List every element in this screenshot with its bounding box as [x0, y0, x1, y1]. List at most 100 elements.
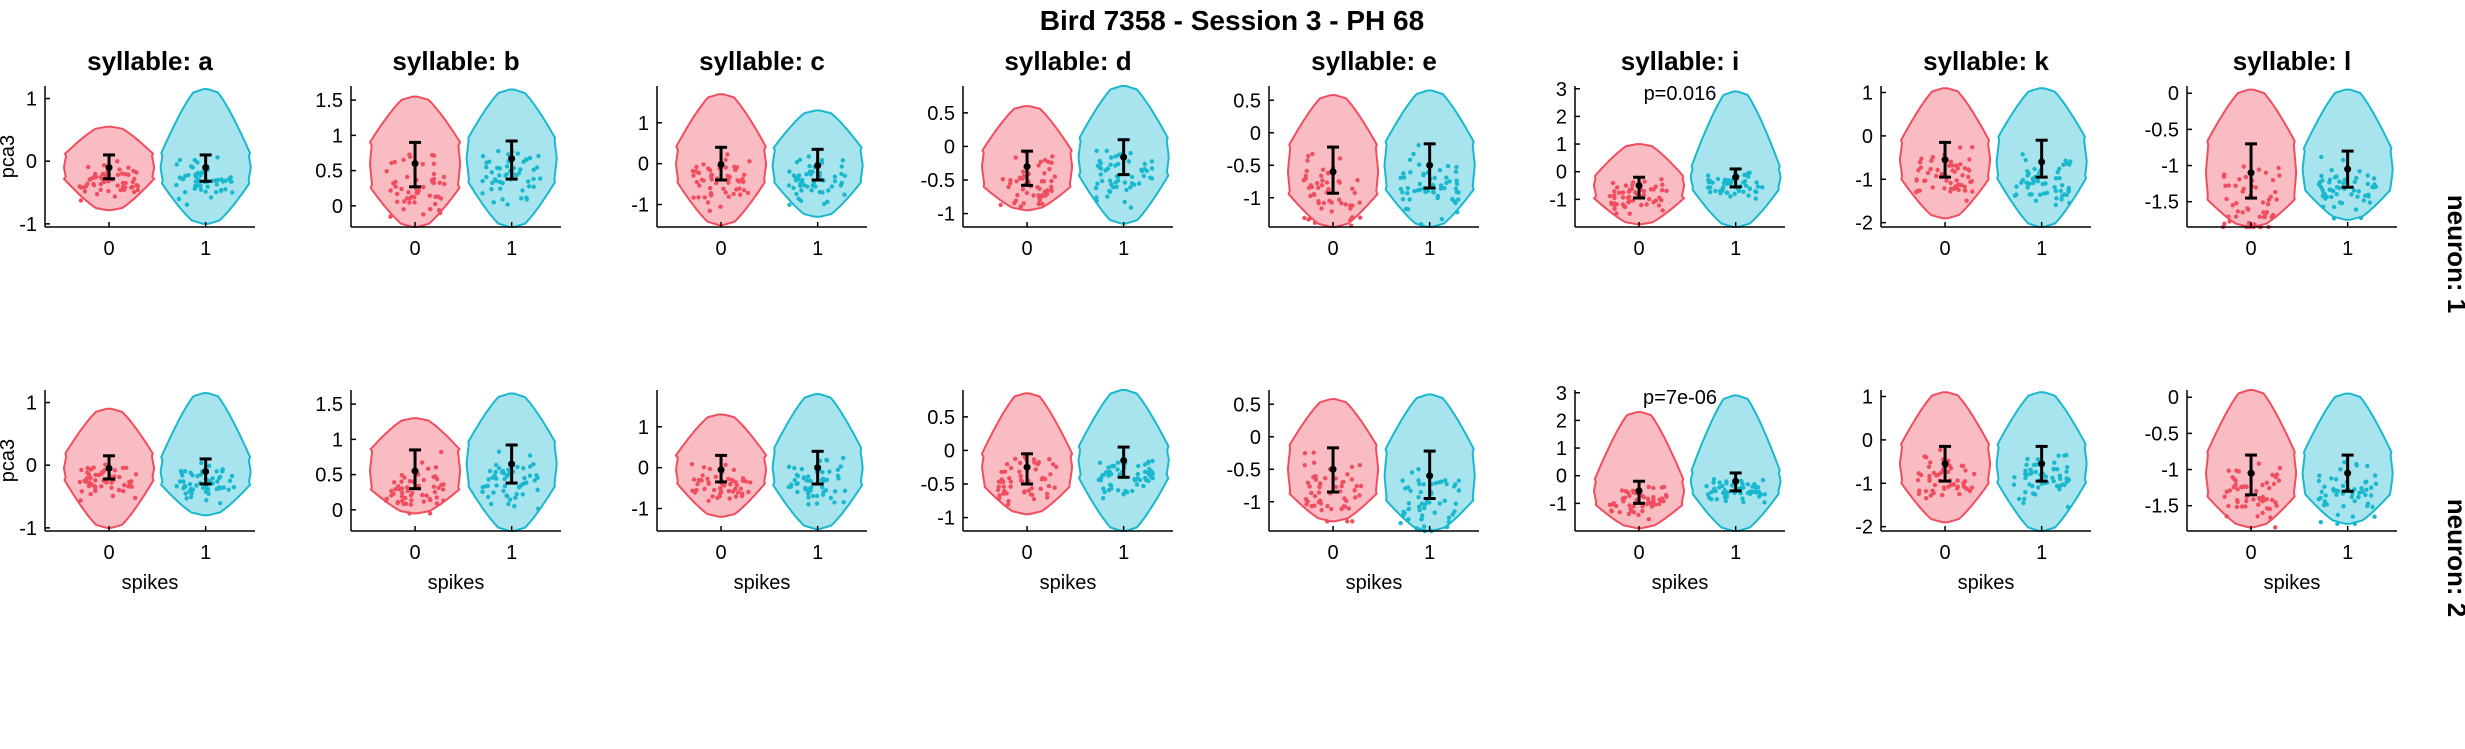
- data-point: [96, 472, 101, 478]
- data-point: [1002, 469, 1008, 474]
- data-point: [442, 181, 447, 187]
- data-point: [2035, 457, 2041, 462]
- data-point: [431, 153, 437, 158]
- data-point: [1418, 187, 1423, 192]
- data-point: [1105, 194, 1110, 199]
- data-point: [1755, 184, 1761, 189]
- data-point: [1398, 520, 1403, 526]
- x-tick-label: 0: [1939, 238, 1950, 260]
- data-point: [513, 495, 518, 500]
- data-point: [407, 479, 413, 484]
- data-point: [824, 477, 830, 482]
- data-point: [2337, 185, 2342, 191]
- y-tick-label: 0: [332, 196, 343, 218]
- y-tick-label: -0.5: [2145, 119, 2179, 141]
- data-point: [1969, 485, 1975, 490]
- data-point: [130, 184, 135, 190]
- data-point: [2226, 214, 2231, 219]
- data-point: [2337, 200, 2343, 205]
- data-point: [1915, 478, 1921, 483]
- data-point: [1453, 186, 1459, 191]
- data-point: [842, 488, 848, 493]
- data-point: [1945, 469, 1951, 474]
- data-point: [1326, 187, 1331, 192]
- data-point: [203, 189, 208, 194]
- data-point: [177, 479, 183, 484]
- data-point: [1017, 469, 1022, 474]
- data-point: [1123, 488, 1128, 494]
- data-point: [384, 169, 389, 174]
- data-point: [1723, 498, 1729, 504]
- data-point: [1453, 501, 1459, 506]
- data-point: [85, 465, 90, 471]
- data-point: [841, 455, 846, 461]
- x-axis-label: spikes: [1040, 572, 1097, 594]
- data-point: [1935, 167, 1940, 173]
- data-point: [742, 172, 747, 177]
- data-point: [1305, 499, 1310, 504]
- data-point: [1006, 184, 1011, 190]
- data-point: [1419, 222, 1424, 227]
- data-point: [440, 487, 446, 492]
- data-point: [2372, 514, 2377, 519]
- x-tick-label: 0: [1327, 542, 1338, 564]
- data-point: [531, 462, 536, 467]
- data-point: [806, 491, 811, 496]
- data-point: [1443, 478, 1448, 483]
- data-point: [2363, 193, 2368, 198]
- data-point: [1934, 173, 1939, 179]
- data-point: [2350, 514, 2355, 519]
- data-point: [1612, 195, 1617, 201]
- data-point: [1115, 161, 1121, 167]
- data-point: [842, 173, 848, 178]
- data-point: [1741, 189, 1746, 194]
- data-point: [1960, 173, 1965, 178]
- data-point: [1401, 171, 1406, 176]
- data-point: [1111, 463, 1117, 469]
- median-marker: [1732, 477, 1740, 485]
- data-point: [524, 157, 529, 162]
- data-point: [2014, 184, 2019, 189]
- y-tick-label: -1: [937, 204, 955, 226]
- data-point: [1962, 485, 1968, 490]
- panel-title: syllable: k: [1923, 46, 2049, 76]
- data-point: [1418, 489, 1424, 495]
- data-point: [1454, 181, 1460, 187]
- data-point: [841, 500, 846, 505]
- panel-2-1: -1 0 1 0 1 spikes pca3: [0, 390, 255, 594]
- data-point: [1042, 189, 1048, 194]
- data-point: [2226, 468, 2231, 473]
- data-point: [1651, 187, 1656, 192]
- data-point: [807, 163, 812, 169]
- data-point: [1967, 488, 1973, 494]
- data-point: [2357, 169, 2362, 174]
- data-point: [1149, 159, 1155, 164]
- data-point: [437, 180, 442, 185]
- data-point: [2023, 475, 2028, 481]
- data-point: [93, 171, 98, 177]
- data-point: [1310, 151, 1315, 157]
- data-point: [412, 200, 417, 205]
- data-point: [1098, 172, 1104, 177]
- data-point: [802, 183, 807, 188]
- data-point: [486, 494, 491, 500]
- data-point: [104, 480, 109, 485]
- data-point: [1115, 488, 1121, 493]
- data-point: [1094, 198, 1099, 204]
- y-tick-label: 3: [1556, 79, 1567, 101]
- data-point: [2329, 167, 2334, 173]
- data-point: [733, 494, 739, 499]
- data-point: [1320, 178, 1325, 183]
- data-point: [1307, 484, 1312, 489]
- data-point: [1314, 181, 1320, 186]
- y-tick-label: -1: [1855, 473, 1873, 495]
- data-point: [1039, 193, 1045, 198]
- data-point: [707, 208, 712, 213]
- data-point: [98, 181, 104, 187]
- data-point: [181, 177, 186, 182]
- data-point: [2318, 520, 2323, 525]
- data-point: [1954, 178, 1959, 183]
- data-point: [1420, 513, 1425, 518]
- data-point: [1641, 192, 1647, 198]
- data-point: [480, 178, 485, 184]
